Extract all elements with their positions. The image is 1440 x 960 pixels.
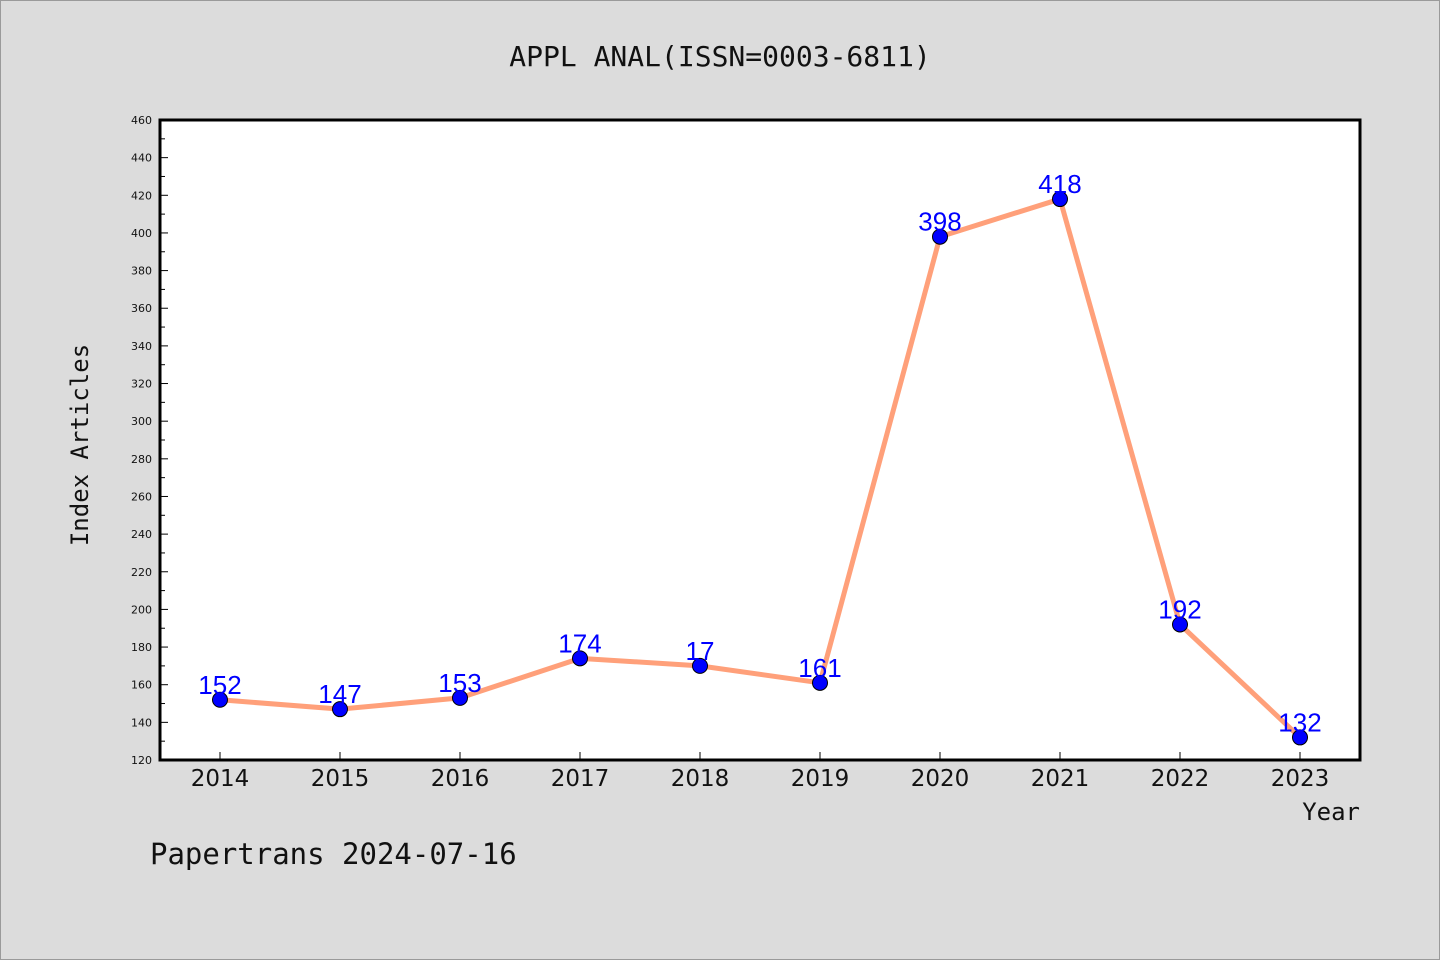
series-line bbox=[219, 196, 1302, 740]
y-tick-label: 180 bbox=[131, 641, 152, 654]
data-point bbox=[212, 691, 228, 708]
data-label: 192 bbox=[1158, 594, 1201, 624]
data-label: 152 bbox=[198, 670, 241, 700]
y-tick-label: 340 bbox=[131, 340, 152, 353]
data-point bbox=[1052, 191, 1068, 208]
data-point bbox=[452, 689, 468, 706]
x-tick-label: 2018 bbox=[671, 766, 730, 792]
x-tick-label: 2015 bbox=[311, 766, 370, 792]
y-tick-label: 420 bbox=[131, 189, 152, 202]
y-tick-label: 240 bbox=[131, 528, 152, 541]
y-axis: 120 140 160 180 200 220 240 260 280 300 320 340 360 3… bbox=[131, 114, 168, 767]
x-axis: 2014 2015 2016 2017 2018 2019 2020 2021 2022 2023 bbox=[191, 752, 1330, 792]
y-tick-label: 320 bbox=[131, 378, 152, 391]
data-label: 174 bbox=[558, 628, 601, 658]
data-label: 132 bbox=[1278, 707, 1321, 737]
data-label: 153 bbox=[438, 668, 481, 698]
x-tick-label: 2022 bbox=[1151, 766, 1210, 792]
y-tick-label: 460 bbox=[131, 114, 152, 127]
y-tick-label: 260 bbox=[131, 490, 152, 503]
data-label: 17 bbox=[686, 636, 715, 666]
y-tick-label: 160 bbox=[131, 679, 152, 692]
data-label: 161 bbox=[798, 653, 841, 683]
x-tick-label: 2014 bbox=[191, 766, 250, 792]
data-point bbox=[932, 228, 948, 245]
x-tick-label: 2017 bbox=[551, 766, 610, 792]
data-point bbox=[812, 674, 828, 691]
y-tick-label: 220 bbox=[131, 566, 152, 579]
x-tick-label: 2023 bbox=[1271, 766, 1330, 792]
y-tick-label: 120 bbox=[131, 754, 152, 767]
x-tick-label: 2016 bbox=[431, 766, 490, 792]
y-tick-label: 360 bbox=[131, 302, 152, 315]
data-label: 418 bbox=[1038, 169, 1081, 199]
y-tick-label: 300 bbox=[131, 415, 152, 428]
series-markers bbox=[212, 191, 1308, 746]
y-tick-label: 380 bbox=[131, 265, 152, 278]
data-point bbox=[692, 657, 708, 674]
footer-text: Papertrans 2024-07-16 bbox=[150, 837, 517, 871]
x-tick-label: 2021 bbox=[1031, 766, 1090, 792]
y-tick-label: 200 bbox=[131, 603, 152, 616]
data-point bbox=[1172, 616, 1188, 633]
y-tick-label: 400 bbox=[131, 227, 152, 240]
data-point bbox=[572, 650, 588, 667]
x-tick-label: 2020 bbox=[911, 766, 970, 792]
data-label: 147 bbox=[318, 679, 361, 709]
x-axis-label: Year bbox=[1302, 798, 1360, 826]
data-point bbox=[1292, 729, 1308, 746]
chart-title: APPL ANAL(ISSN=0003-6811) bbox=[509, 40, 930, 73]
data-point bbox=[332, 701, 348, 718]
y-tick-label: 440 bbox=[131, 152, 152, 165]
plot-area bbox=[158, 118, 1362, 762]
x-tick-label: 2019 bbox=[791, 766, 850, 792]
data-label: 398 bbox=[918, 207, 961, 237]
y-axis-label: Index Articles bbox=[66, 344, 94, 546]
y-tick-label: 140 bbox=[131, 716, 152, 729]
y-tick-label: 280 bbox=[131, 453, 152, 466]
data-labels: 152 147 153 174 17 161 398 418 192 132 bbox=[198, 169, 1321, 737]
